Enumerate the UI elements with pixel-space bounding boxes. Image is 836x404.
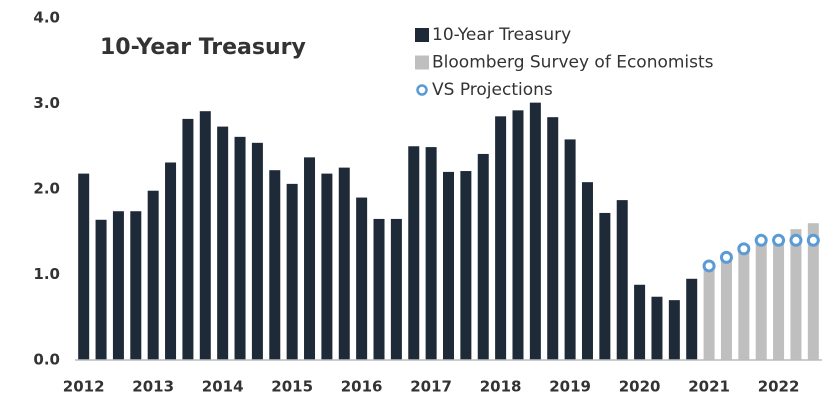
bar (321, 173, 333, 360)
x-tick-label: 2012 (63, 378, 105, 396)
x-tick-label: 2021 (688, 378, 730, 396)
bar (599, 212, 611, 360)
projection-point (772, 233, 786, 247)
bar (477, 153, 489, 360)
y-tick-label: 4.0 (33, 9, 60, 27)
bar (182, 118, 194, 360)
bar (95, 219, 107, 360)
projection-point (737, 242, 751, 256)
projection-point (754, 233, 768, 247)
bar (807, 223, 819, 360)
y-tick-label: 3.0 (33, 94, 60, 112)
x-tick-label: 2020 (619, 378, 661, 396)
bar (581, 182, 593, 360)
bar (460, 171, 472, 360)
y-tick-label: 0.0 (33, 351, 60, 369)
bar (564, 139, 576, 360)
x-tick-label: 2014 (202, 378, 244, 396)
chart-title: 10-Year Treasury (100, 35, 306, 60)
legend-marker (415, 28, 429, 42)
bar (269, 170, 281, 360)
bar (356, 197, 368, 360)
x-tick-label: 2016 (341, 378, 383, 396)
bar (547, 117, 559, 361)
x-tick-label: 2022 (758, 378, 800, 396)
bar (634, 284, 646, 360)
x-tick-label: 2013 (132, 378, 174, 396)
bar (790, 229, 802, 360)
bar (165, 162, 177, 360)
bar (390, 218, 402, 360)
bar (78, 173, 90, 360)
y-tick-label: 1.0 (33, 265, 60, 283)
legend-marker (416, 84, 428, 96)
legend-label: Bloomberg Survey of Economists (432, 53, 714, 73)
bar (686, 278, 698, 360)
bar (443, 171, 454, 360)
bar (130, 211, 142, 360)
bar (338, 167, 350, 360)
bar (112, 211, 124, 360)
legend-label: VS Projections (432, 80, 553, 100)
bar (651, 296, 663, 360)
legend-label: 10-Year Treasury (432, 25, 571, 45)
x-tick-label: 2017 (410, 378, 452, 396)
bar (703, 265, 715, 360)
bar (512, 110, 524, 360)
projection-point (806, 233, 820, 247)
bar (286, 183, 298, 360)
bar (529, 102, 541, 361)
bar (720, 257, 732, 360)
bar (304, 157, 316, 360)
bar (147, 190, 159, 360)
x-tick-label: 2019 (549, 378, 591, 396)
bar (738, 248, 750, 360)
bar (408, 146, 420, 360)
y-tick-label: 2.0 (33, 180, 60, 198)
bar (234, 136, 246, 360)
x-tick-label: 2015 (271, 378, 313, 396)
projection-point (702, 259, 716, 273)
bar (373, 218, 385, 360)
projection-point (719, 250, 733, 264)
bar (755, 240, 767, 360)
bar (199, 111, 211, 360)
bar (217, 126, 229, 361)
x-tick-label: 2018 (480, 378, 522, 396)
bar (425, 147, 437, 360)
bar (616, 200, 628, 360)
bar (495, 116, 507, 360)
bar (668, 300, 680, 360)
legend-marker (415, 55, 429, 70)
projection-point (789, 233, 803, 247)
bar (773, 236, 785, 360)
bar (251, 142, 263, 360)
